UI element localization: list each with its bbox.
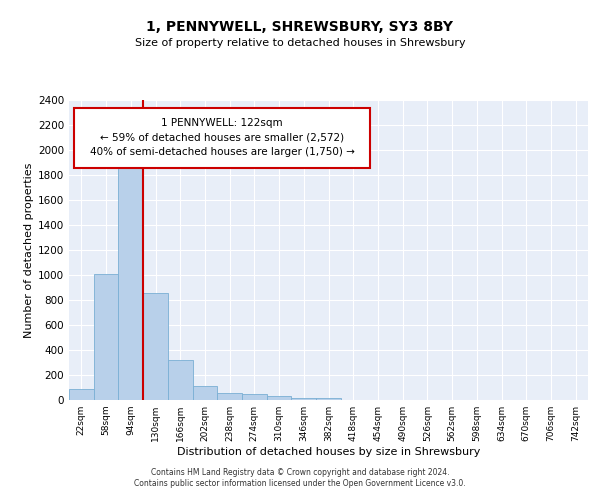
Y-axis label: Number of detached properties: Number of detached properties <box>24 162 34 338</box>
Bar <box>193 386 217 400</box>
Bar <box>118 162 143 400</box>
Text: Contains HM Land Registry data © Crown copyright and database right 2024.
Contai: Contains HM Land Registry data © Crown c… <box>134 468 466 487</box>
Text: 1 PENNYWELL: 122sqm
← 59% of detached houses are smaller (2,572)
40% of semi-det: 1 PENNYWELL: 122sqm ← 59% of detached ho… <box>89 118 355 158</box>
Bar <box>242 394 267 400</box>
Bar <box>217 393 242 400</box>
Bar <box>292 398 316 400</box>
Text: 1, PENNYWELL, SHREWSBURY, SY3 8BY: 1, PENNYWELL, SHREWSBURY, SY3 8BY <box>146 20 454 34</box>
FancyBboxPatch shape <box>74 108 370 168</box>
Bar <box>143 292 168 400</box>
Bar <box>316 398 341 400</box>
X-axis label: Distribution of detached houses by size in Shrewsbury: Distribution of detached houses by size … <box>177 447 480 457</box>
Bar <box>69 389 94 400</box>
Bar <box>94 274 118 400</box>
Bar <box>168 360 193 400</box>
Text: Size of property relative to detached houses in Shrewsbury: Size of property relative to detached ho… <box>134 38 466 48</box>
Bar <box>267 396 292 400</box>
